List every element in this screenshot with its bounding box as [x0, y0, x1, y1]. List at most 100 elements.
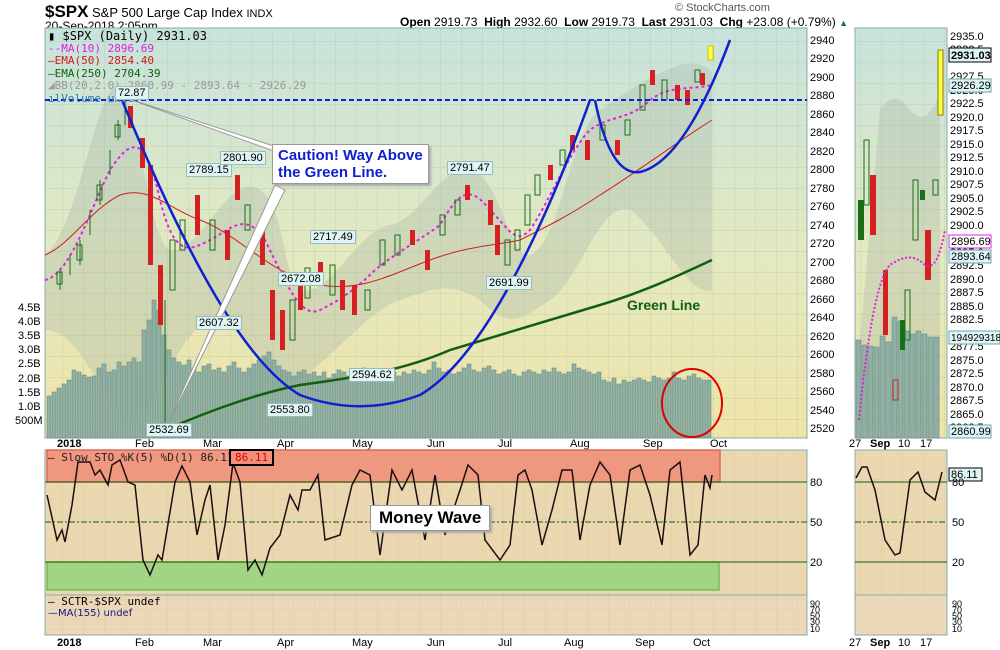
line-icon: — — [48, 595, 55, 608]
svg-text:May: May — [352, 438, 373, 450]
svg-text:Jul: Jul — [498, 438, 512, 450]
stoch-legend-text: Slow STO %K(5) %D(1) 86.11 — [61, 451, 234, 464]
zoom-panel: 2935.02932.52927.52925.02922.52920.02917… — [849, 27, 1000, 649]
high-value: 2932.60 — [514, 15, 558, 29]
svg-text:2940: 2940 — [810, 35, 834, 47]
svg-text:2660: 2660 — [810, 294, 834, 306]
oversold-zone — [46, 561, 720, 591]
svg-text:10: 10 — [952, 624, 962, 634]
svg-text:2893.64: 2893.64 — [951, 251, 991, 263]
svg-text:2820: 2820 — [810, 146, 834, 158]
svg-text:2.5B: 2.5B — [18, 358, 41, 370]
svg-text:Jun: Jun — [427, 637, 445, 649]
sctr-legend-text: SCTR-$SPX undef — [61, 595, 161, 608]
svg-text:2890.0: 2890.0 — [950, 274, 984, 286]
svg-text:Apr: Apr — [277, 438, 294, 450]
svg-text:Mar: Mar — [203, 637, 222, 649]
svg-text:50: 50 — [810, 611, 820, 621]
volume-bars — [46, 299, 712, 439]
zoom-x-axis-top: 27 Sep 10 17 — [849, 438, 932, 450]
price-label: 2607.32 — [196, 316, 242, 330]
svg-text:2760: 2760 — [810, 201, 834, 213]
open-value: 2919.73 — [434, 15, 478, 29]
svg-text:2860: 2860 — [810, 109, 834, 121]
svg-text:2920: 2920 — [810, 53, 834, 65]
svg-text:17: 17 — [920, 637, 932, 649]
svg-text:2907.5: 2907.5 — [950, 179, 984, 191]
svg-text:86.11: 86.11 — [951, 469, 978, 481]
price-label: 2691.99 — [486, 276, 532, 290]
svg-text:2720: 2720 — [810, 238, 834, 250]
svg-text:2896.69: 2896.69 — [951, 236, 991, 248]
sctr-ma-text: MA(155) undef — [58, 608, 133, 619]
svg-text:2865.0: 2865.0 — [950, 409, 984, 421]
svg-text:2885.0: 2885.0 — [950, 301, 984, 313]
svg-text:2926.29: 2926.29 — [951, 80, 991, 92]
svg-text:2882.5: 2882.5 — [950, 314, 984, 326]
price-legend: ▮ $SPX (Daily) 2931.03 --MA(10) 2896.69 … — [48, 30, 306, 105]
volume-icon: ıl — [48, 91, 62, 105]
svg-text:50: 50 — [810, 517, 822, 529]
svg-text:2.0B: 2.0B — [18, 373, 41, 385]
svg-text:2640: 2640 — [810, 312, 834, 324]
volume-highlight-circle — [661, 368, 723, 438]
svg-text:2920.0: 2920.0 — [950, 112, 984, 124]
legend-price: $SPX (Daily) 2931.03 — [62, 29, 207, 43]
svg-text:Feb: Feb — [135, 438, 154, 450]
svg-text:70: 70 — [810, 605, 820, 615]
dash-icon: -- — [48, 41, 62, 55]
svg-text:Sep: Sep — [635, 637, 655, 649]
svg-text:2917.5: 2917.5 — [950, 125, 984, 137]
svg-text:80: 80 — [952, 477, 964, 489]
line-icon: — — [48, 66, 55, 80]
caution-line-2: the Green Line. — [278, 164, 388, 181]
ema250-green-line — [159, 258, 713, 434]
ohlc-summary: Open 2919.73 High 2932.60 Low 2919.73 La… — [400, 15, 848, 29]
svg-text:3.5B: 3.5B — [18, 330, 41, 342]
price-label: 2789.15 — [186, 163, 232, 177]
svg-text:2520: 2520 — [810, 423, 834, 435]
candle-icon: ▮ — [48, 29, 56, 43]
svg-text:4.5B: 4.5B — [18, 302, 41, 314]
svg-text:500M: 500M — [15, 415, 43, 427]
svg-text:Sep: Sep — [643, 438, 663, 450]
svg-text:194929318: 194929318 — [951, 333, 1000, 344]
price-label-high: 72.87 — [115, 86, 149, 100]
svg-text:2880: 2880 — [810, 90, 834, 102]
svg-text:2887.5: 2887.5 — [950, 287, 984, 299]
svg-text:20: 20 — [810, 557, 822, 569]
chg-value: +23.08 (+0.79%) — [746, 15, 836, 29]
bollinger-band — [45, 63, 712, 423]
svg-text:2900.0: 2900.0 — [950, 220, 984, 232]
main-price-panel: 2940 2920 2900 2880 2860 2840 2820 2800 2780 2760… — [15, 27, 834, 523]
legend-ema50: EMA(50) 2854.40 — [54, 54, 154, 67]
open-label: Open — [400, 15, 431, 29]
svg-text:27: 27 — [849, 438, 861, 450]
stoch-value-box: 86.11 — [229, 449, 275, 466]
svg-text:Sep: Sep — [870, 438, 890, 450]
svg-text:30: 30 — [810, 617, 820, 627]
price-label: 2717.49 — [310, 230, 356, 244]
svg-text:1.0B: 1.0B — [18, 401, 41, 413]
chg-label: Chg — [719, 15, 743, 29]
overbought-zone — [46, 449, 721, 483]
svg-text:2740: 2740 — [810, 220, 834, 232]
legend-bb: BB(20,2.0) 2860.99 - 2893.64 - 2926.29 — [54, 79, 307, 92]
legend-ema250: EMA(250) 2704.39 — [54, 66, 161, 80]
svg-text:17: 17 — [920, 438, 932, 450]
stockcharts-brand[interactable]: © StockCharts.com — [675, 2, 770, 14]
svg-text:70: 70 — [952, 605, 962, 615]
svg-text:2840: 2840 — [810, 127, 834, 139]
svg-text:20: 20 — [952, 557, 964, 569]
svg-text:2872.5: 2872.5 — [950, 368, 984, 380]
svg-text:2860.99: 2860.99 — [951, 426, 991, 438]
high-label: High — [484, 15, 511, 29]
zoom-tag-last: 2931.03 — [951, 50, 991, 62]
svg-text:2018: 2018 — [57, 438, 81, 450]
stoch-legend: — Slow STO %K(5) %D(1) 86.11 — [48, 451, 233, 464]
svg-text:2912.5: 2912.5 — [950, 152, 984, 164]
line-icon: — — [48, 54, 55, 67]
